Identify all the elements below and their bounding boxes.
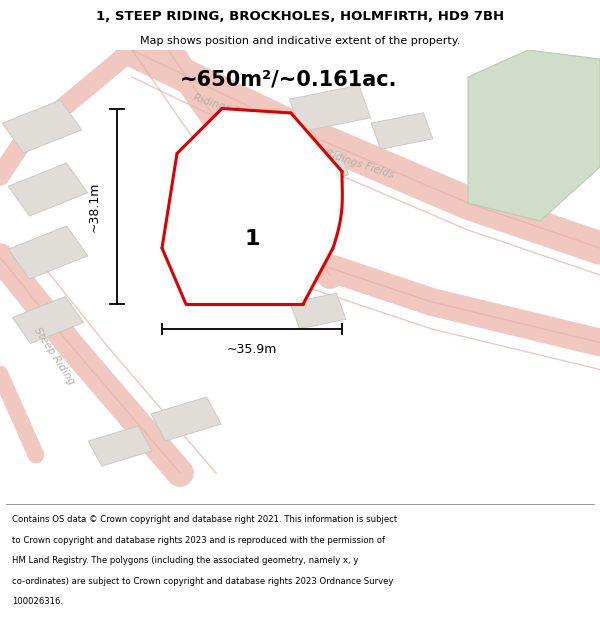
Text: Map shows position and indicative extent of the property.: Map shows position and indicative extent… xyxy=(140,36,460,46)
Polygon shape xyxy=(88,426,152,466)
Polygon shape xyxy=(290,293,346,329)
Polygon shape xyxy=(371,112,433,149)
Polygon shape xyxy=(8,226,88,279)
Text: co-ordinates) are subject to Crown copyright and database rights 2023 Ordnance S: co-ordinates) are subject to Crown copyr… xyxy=(12,577,394,586)
Polygon shape xyxy=(162,109,342,304)
Polygon shape xyxy=(289,85,371,132)
Text: 100026316.: 100026316. xyxy=(12,598,63,606)
Text: ~35.9m: ~35.9m xyxy=(227,342,277,356)
Text: Ridings Fields: Ridings Fields xyxy=(325,149,395,181)
Text: ~650m²/~0.161ac.: ~650m²/~0.161ac. xyxy=(179,69,397,89)
Text: Ridings Fields: Ridings Fields xyxy=(193,92,263,124)
Polygon shape xyxy=(2,100,82,153)
Polygon shape xyxy=(299,151,349,183)
Text: Steep Riding: Steep Riding xyxy=(197,168,241,229)
Polygon shape xyxy=(151,397,221,441)
Text: Steep Riding: Steep Riding xyxy=(32,326,76,386)
Text: ~38.1m: ~38.1m xyxy=(88,181,101,231)
Text: 1, STEEP RIDING, BROCKHOLES, HOLMFIRTH, HD9 7BH: 1, STEEP RIDING, BROCKHOLES, HOLMFIRTH, … xyxy=(96,10,504,23)
Text: HM Land Registry. The polygons (including the associated geometry, namely x, y: HM Land Registry. The polygons (includin… xyxy=(12,556,358,565)
Polygon shape xyxy=(8,163,88,216)
Text: Contains OS data © Crown copyright and database right 2021. This information is : Contains OS data © Crown copyright and d… xyxy=(12,515,397,524)
Text: 1: 1 xyxy=(244,229,260,249)
Text: to Crown copyright and database rights 2023 and is reproduced with the permissio: to Crown copyright and database rights 2… xyxy=(12,536,385,544)
Polygon shape xyxy=(13,296,83,344)
Polygon shape xyxy=(468,50,600,221)
